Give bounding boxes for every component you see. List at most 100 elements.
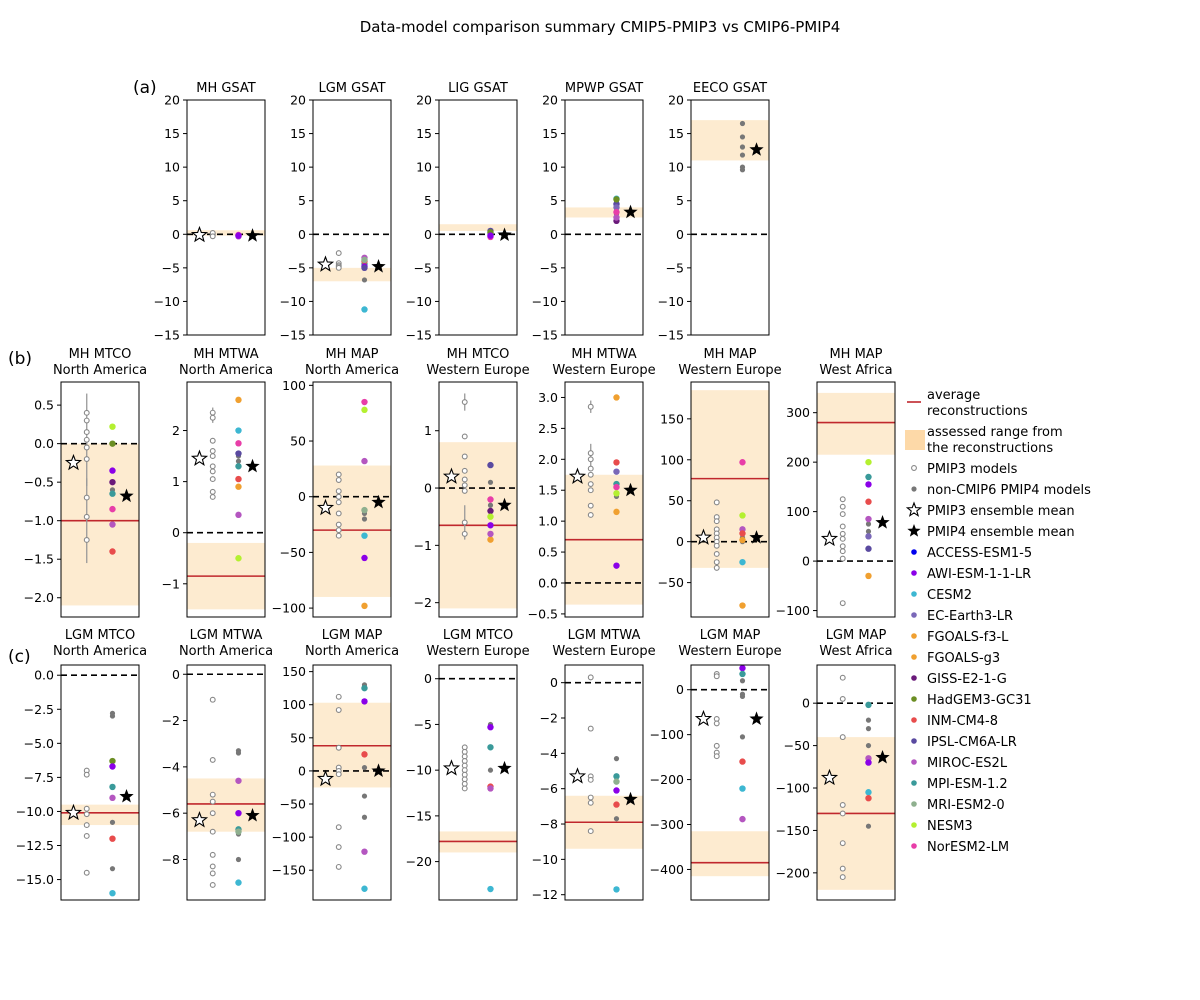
- pmip4-model-point: [109, 423, 116, 430]
- legend-label: FGOALS-f3-L: [927, 630, 1009, 645]
- panel-frame: [690, 664, 770, 901]
- pmip3-model-point: [209, 409, 216, 416]
- pmip4-ensemble-mean-star: [623, 204, 638, 219]
- pmip3-model-point: [335, 264, 342, 271]
- pmip3-model-point: [83, 822, 90, 829]
- pmip3-model-point: [461, 519, 468, 526]
- y-tick-label: −4: [162, 759, 180, 774]
- assessed-range-band: [691, 831, 769, 877]
- pmip4-model-point: [109, 521, 116, 528]
- non-cmip6-model-point: [739, 167, 746, 173]
- y-tick-label: 20: [290, 93, 306, 108]
- pmip4-model-point: [235, 879, 242, 886]
- non-cmip6-model-point: [739, 152, 746, 158]
- y-tick-label: −1: [162, 576, 180, 591]
- panel-title: Western Europe: [426, 363, 529, 378]
- pmip3-ensemble-mean-star: [820, 768, 839, 786]
- non-cmip6-model-point: [235, 750, 242, 756]
- y-tick-label: 0: [172, 667, 180, 682]
- pmip4-model-point: [235, 511, 242, 519]
- y-tick-label: 0.5: [538, 545, 558, 560]
- pmip3-model-point: [83, 513, 90, 520]
- pmip3-ensemble-mean-star: [316, 769, 335, 787]
- pmip3-model-point: [713, 564, 720, 571]
- pmip4-ensemble-mean-star: [371, 259, 386, 273]
- assessed-range-band: [817, 392, 895, 455]
- legend-label: reconstructions: [927, 404, 1028, 419]
- y-tick-label: 0.0: [34, 668, 54, 683]
- pmip3-model-point: [587, 456, 594, 463]
- pmip4-model-point: [739, 558, 746, 566]
- panel-frame: [816, 381, 896, 618]
- pmip4-model-point: [865, 458, 872, 466]
- non-cmip6-model-point: [865, 823, 872, 829]
- y-tick-label: −15: [406, 328, 432, 343]
- legend-swatch-open-circle: [911, 465, 917, 471]
- panel-title: LGM MAP: [322, 628, 383, 643]
- pmip4-model-point: [739, 670, 746, 678]
- panel-frame: [438, 99, 518, 336]
- pmip3-model-point: [587, 465, 594, 472]
- y-tick-label: 0: [802, 554, 810, 569]
- pmip3-model-point: [335, 824, 342, 831]
- y-tick-label: −12: [532, 887, 558, 902]
- y-tick-label: −15: [532, 328, 558, 343]
- pmip4-model-point: [739, 459, 746, 466]
- pmip3-model-point: [335, 527, 342, 534]
- pmip4-model-point: [361, 885, 368, 892]
- pmip3-model-point: [461, 433, 468, 440]
- pmip3-model-point: [839, 865, 846, 872]
- pmip4-ensemble-mean-star: [749, 530, 764, 544]
- y-tick-label: −5: [414, 260, 432, 275]
- pmip3-model-point: [209, 488, 216, 495]
- y-tick-label: −15: [406, 808, 432, 823]
- y-tick-label: 10: [416, 160, 432, 175]
- legend-label: the reconstructions: [927, 441, 1053, 456]
- panel-title: LGM MAP: [700, 628, 761, 643]
- non-cmip6-model-point: [865, 717, 872, 723]
- pmip3-model-point: [713, 753, 720, 760]
- legend-label: assessed range from: [927, 425, 1063, 440]
- legend-swatch-open-star: [905, 501, 923, 517]
- pmip3-model-point: [335, 532, 342, 539]
- legend-label: PMIP3 models: [927, 462, 1018, 477]
- pmip4-model-point: [235, 555, 242, 562]
- legend-swatch-dot: [911, 843, 917, 849]
- legend-swatch-dot: [911, 591, 917, 597]
- panel-title: MH MTCO: [447, 347, 510, 362]
- panel-frame: [690, 381, 770, 618]
- pmip3-model-point: [209, 870, 216, 877]
- pmip4-ensemble-mean-star: [749, 142, 764, 156]
- y-tick-label: 0: [424, 227, 432, 242]
- pmip3-model-point: [587, 828, 594, 835]
- pmip4-model-point: [865, 794, 872, 802]
- pmip4-model-point: [739, 530, 746, 537]
- legend-item-12: GISS-E2-1-G: [911, 672, 1007, 687]
- y-tick-label: −7.5: [24, 770, 54, 785]
- y-tick-label: 3.0: [538, 390, 558, 405]
- panel-title: North America: [305, 363, 399, 378]
- y-tick-label: −10: [406, 763, 432, 778]
- pmip3-ensemble-mean-star: [64, 453, 83, 471]
- pmip3-model-point: [83, 409, 90, 416]
- y-tick-label: −2.5: [24, 702, 54, 717]
- pmip4-model-point: [109, 794, 116, 802]
- pmip3-model-point: [209, 453, 216, 460]
- panel-frame: [312, 664, 392, 901]
- y-tick-label: 15: [290, 126, 306, 141]
- pmip4-model-point: [235, 450, 242, 457]
- pmip3-model-point: [83, 494, 90, 501]
- legend-item-17: MPI-ESM-1.2: [911, 777, 1008, 792]
- pmip3-model-point: [839, 840, 846, 847]
- pmip4-model-point: [235, 483, 242, 490]
- pmip3-model-point: [209, 798, 216, 805]
- pmip4-model-point: [487, 513, 494, 520]
- y-tick-label: 50: [668, 493, 684, 508]
- pmip4-ensemble-mean-star: [875, 515, 890, 529]
- pmip4-model-point: [487, 530, 494, 538]
- pmip3-model-point: [83, 429, 90, 436]
- pmip3-model-point: [209, 414, 216, 421]
- pmip3-model-point: [839, 802, 846, 808]
- legend-item-14: INM-CM4-8: [911, 714, 998, 729]
